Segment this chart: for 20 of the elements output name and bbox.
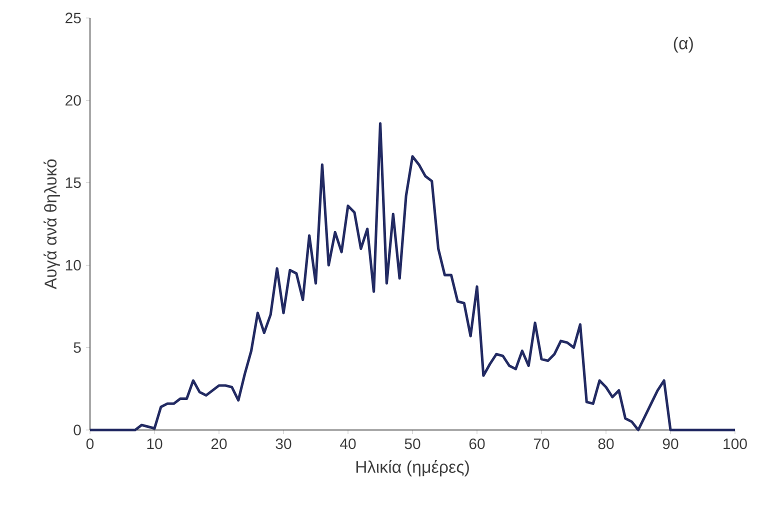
x-tick-label: 50 [404,438,420,450]
x-tick-label: 20 [211,438,227,450]
x-tick-label: 70 [534,438,550,450]
x-tick-label: 0 [86,438,94,450]
x-tick-label: 80 [598,438,614,450]
y-tick-label: 5 [74,342,81,353]
x-tick-label: 30 [276,438,292,450]
y-tick-label: 25 [66,12,81,24]
x-tick-label: 40 [340,438,356,450]
x-tick-label: 60 [469,438,485,450]
y-axis-title: Αυγά ανά θηλυκό [44,159,60,290]
y-tick-label: 15 [66,178,81,188]
x-tick-label: 100 [724,438,747,450]
annotation: (α) [674,36,693,53]
y-tick-label: 20 [66,95,81,106]
x-tick-label: 10 [147,438,162,450]
y-tick-label: 0 [74,424,81,436]
x-tick-label: 90 [662,438,678,450]
x-axis-title: Ηλικία (ημέρες) [356,460,469,476]
y-tick-label: 10 [66,260,81,270]
